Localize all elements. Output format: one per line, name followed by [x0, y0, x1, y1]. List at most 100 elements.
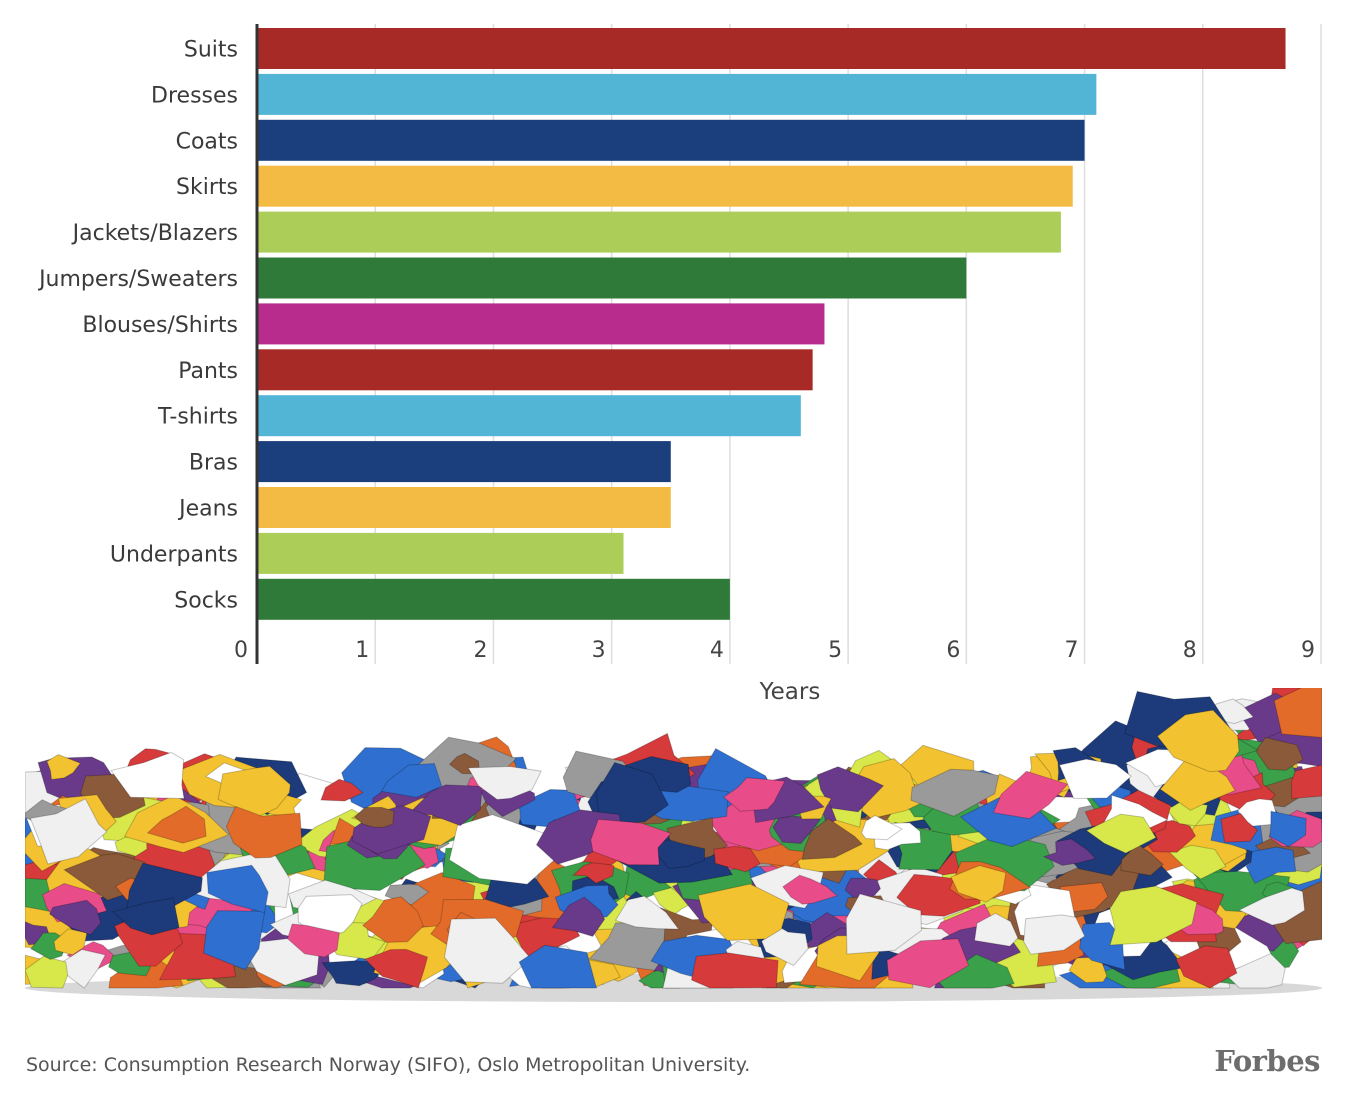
garment	[146, 805, 207, 844]
garment	[910, 768, 1000, 817]
garment	[25, 955, 69, 989]
tick-label: 4	[710, 638, 724, 663]
garment	[46, 753, 82, 781]
garment	[974, 912, 1019, 947]
garment	[845, 893, 922, 955]
bar	[257, 211, 1061, 253]
garment	[950, 864, 1007, 903]
garment	[518, 944, 598, 989]
garment	[992, 770, 1069, 820]
garment	[1175, 945, 1238, 989]
category-label: Jumpers/Sweaters	[37, 267, 238, 292]
pile-of-clothes-photo	[25, 688, 1322, 1002]
garment	[111, 897, 180, 936]
bar	[257, 28, 1286, 69]
garment	[1245, 846, 1297, 884]
tick-labels: 0 1 2 3 4 5 6 7 8 9	[234, 638, 1315, 663]
category-label: Bras	[189, 451, 238, 476]
garment	[217, 765, 291, 818]
garment	[353, 806, 395, 829]
garment	[697, 883, 790, 942]
bar	[257, 73, 1097, 115]
source-note: Source: Consumption Research Norway (SIF…	[26, 1054, 751, 1076]
garment	[320, 778, 364, 802]
garment	[1220, 812, 1259, 843]
garment	[1273, 688, 1322, 739]
bar	[257, 532, 624, 574]
bar	[257, 487, 671, 528]
garment	[1237, 798, 1277, 828]
category-label: Pants	[178, 359, 238, 384]
bar	[257, 578, 730, 620]
bar	[257, 257, 967, 299]
garment	[571, 860, 615, 884]
garment	[361, 896, 424, 943]
garment	[1109, 885, 1198, 946]
garment	[595, 761, 670, 826]
category-label: T-shirts	[157, 405, 238, 430]
bar	[257, 349, 813, 391]
category-label: Dresses	[151, 83, 238, 108]
garment	[886, 938, 970, 989]
garment	[590, 818, 672, 866]
garment	[49, 899, 102, 936]
bar-chart: Suits Dresses Coats Skirts Jackets/Blazers Ju…	[37, 24, 1322, 705]
garment	[861, 814, 903, 841]
garment	[380, 762, 443, 799]
tick-label: 3	[592, 638, 606, 663]
garment	[713, 845, 761, 873]
garment	[1159, 752, 1236, 811]
garment	[1023, 914, 1086, 955]
category-label: Coats	[176, 129, 238, 154]
tick-label: 1	[355, 638, 369, 663]
garment	[1058, 758, 1132, 800]
bar	[257, 441, 671, 483]
garment	[467, 765, 543, 801]
bar	[257, 303, 825, 345]
garment	[801, 817, 864, 861]
category-label: Blouses/Shirts	[82, 313, 238, 338]
garment	[614, 895, 680, 930]
garment	[1168, 844, 1227, 880]
garment	[690, 952, 779, 989]
tick-label: 7	[1065, 638, 1079, 663]
garment	[364, 948, 429, 989]
bar	[257, 395, 801, 437]
garment	[1156, 709, 1240, 773]
garment	[110, 751, 185, 800]
garment	[1290, 764, 1322, 800]
garment	[816, 766, 885, 813]
tick-label: 9	[1301, 638, 1315, 663]
category-label: Jeans	[177, 497, 238, 522]
x-axis-title: Years	[759, 679, 821, 705]
garment	[1042, 838, 1097, 866]
garment	[225, 805, 303, 859]
forbes-logo: Forbes	[1214, 1044, 1320, 1078]
garment	[551, 896, 606, 937]
tick-label: 0	[234, 638, 248, 663]
garment	[760, 926, 809, 967]
category-labels: Suits Dresses Coats Skirts Jackets/Blazers Ju…	[37, 38, 238, 614]
garment	[1120, 843, 1164, 877]
garment	[448, 814, 556, 885]
bars	[257, 28, 1286, 620]
tick-label: 5	[828, 638, 842, 663]
garment	[782, 874, 839, 905]
category-label: Suits	[184, 38, 238, 63]
garment	[722, 777, 786, 812]
tick-label: 8	[1183, 638, 1197, 663]
garment	[407, 784, 483, 827]
garment	[206, 864, 269, 914]
category-label: Underpants	[110, 542, 238, 567]
tick-label: 2	[473, 638, 487, 663]
garment	[1237, 887, 1306, 926]
category-label: Skirts	[176, 175, 238, 200]
tick-label: 6	[946, 638, 960, 663]
category-label: Socks	[174, 588, 238, 613]
bar	[257, 165, 1073, 207]
garment	[1085, 813, 1157, 854]
garment	[287, 923, 340, 958]
bar	[257, 119, 1085, 161]
garment	[1269, 810, 1307, 848]
garment	[29, 798, 108, 865]
